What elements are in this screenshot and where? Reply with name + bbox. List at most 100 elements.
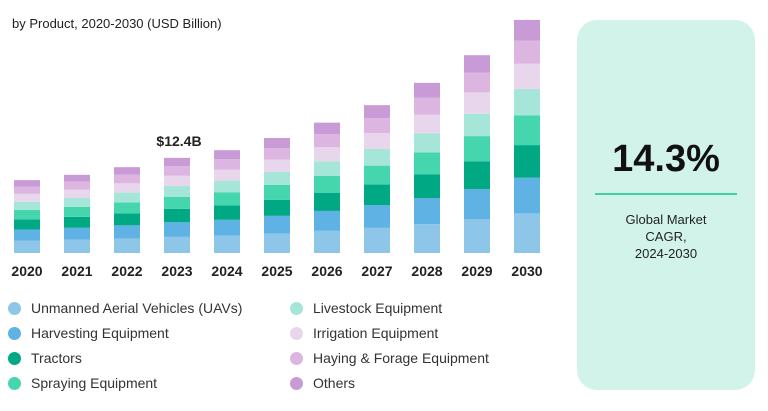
bar-segment: [464, 55, 490, 73]
bar-segment: [164, 186, 190, 197]
bar-segment: [164, 222, 190, 237]
bar-segment: [64, 197, 90, 207]
chart-subtitle: by Product, 2020-2030 (USD Billion): [12, 16, 222, 31]
bar-segment: [514, 145, 540, 178]
legend-item: Haying & Forage Equipment: [290, 350, 489, 366]
bar-segment: [364, 118, 390, 133]
bar-segment: [514, 40, 540, 64]
legend-swatch-icon: [8, 351, 21, 365]
bar-segment: [264, 137, 290, 149]
cagr-label-line: CAGR,: [645, 229, 687, 244]
bar-segment: [264, 215, 290, 234]
bar-segment: [264, 148, 290, 160]
bar-segment: [214, 192, 240, 206]
bar-segment: [314, 175, 340, 193]
bar-segment: [264, 159, 290, 172]
bar-segment: [364, 105, 390, 119]
bar-segment: [364, 148, 390, 166]
bar-segment: [214, 219, 240, 236]
legend-label: Tractors: [31, 350, 82, 366]
x-tick-label: 2029: [461, 263, 492, 279]
bar-segment: [214, 205, 240, 220]
bar-segment: [514, 19, 540, 41]
bar-segment: [264, 171, 290, 186]
bar-segment: [164, 236, 190, 253]
x-tick-label: 2022: [111, 263, 142, 279]
bar-segment: [364, 205, 390, 228]
bar-segment: [164, 196, 190, 209]
bar-segment: [164, 208, 190, 223]
bar-segment: [214, 169, 240, 181]
bar-segment: [514, 88, 540, 116]
bar-segment: [364, 227, 390, 253]
x-tick-label: 2023: [161, 263, 192, 279]
bar-segment: [414, 82, 440, 98]
bar-segment: [64, 227, 90, 240]
bar-segment: [114, 167, 140, 175]
bar-segment: [14, 201, 40, 210]
bar-segment: [114, 225, 140, 239]
bar-segment: [214, 150, 240, 160]
data-label: $12.4B: [156, 133, 201, 149]
cagr-label-line: 2024-2030: [634, 246, 698, 261]
legend-swatch-icon: [290, 376, 303, 390]
cagr-divider: [595, 193, 737, 195]
bar-segment: [164, 157, 190, 167]
bar-segment: [64, 189, 90, 198]
cagr-panel: 14.3% Global Market CAGR, 2024-2030: [577, 20, 755, 390]
legend-label: Others: [313, 375, 356, 391]
bar-segment: [14, 219, 40, 230]
bar-segment: [64, 181, 90, 190]
legend-item: Unmanned Aerial Vehicles (UAVs): [8, 300, 242, 316]
bar-segment: [464, 113, 490, 137]
bar-segment: [14, 193, 40, 202]
bar-segment: [114, 238, 140, 253]
legend-swatch-icon: [290, 351, 303, 365]
bar-segment: [114, 183, 140, 193]
bar-segment: [14, 240, 40, 253]
bar-segment: [464, 161, 490, 190]
bar-segment: [364, 165, 390, 185]
stacked-bar-chart: 2020 2021 2022 2023 $12.4B 2024 2025 2026 2027 20…: [11, 19, 543, 279]
bar-segment: [464, 92, 490, 114]
bar-segment: [264, 199, 290, 216]
bar-segment: [514, 63, 540, 89]
bar-segment: [464, 136, 490, 162]
bar-segment: [364, 184, 390, 206]
bar-segment: [414, 224, 440, 253]
bar-segment: [314, 161, 340, 176]
bar-segment: [414, 114, 440, 134]
bar-segment: [514, 115, 540, 146]
bar-segment: [64, 206, 90, 217]
x-tick-label: 2021: [61, 263, 92, 279]
bar-segment: [64, 239, 90, 253]
legend-label: Irrigation Equipment: [313, 325, 439, 341]
bar-segment: [214, 235, 240, 253]
bar-segment: [514, 213, 540, 253]
bar-segment: [314, 210, 340, 231]
legend-label: Harvesting Equipment: [31, 325, 169, 341]
bar-segment: [314, 147, 340, 162]
bar-segment: [164, 166, 190, 176]
bar-segment: [214, 159, 240, 170]
bar-segment: [314, 134, 340, 148]
legend-swatch-icon: [290, 301, 303, 315]
legend-label: Spraying Equipment: [31, 375, 158, 391]
cagr-label: Global Market CAGR, 2024-2030: [577, 211, 755, 262]
bar-segment: [114, 213, 140, 226]
legend-swatch-icon: [290, 326, 303, 340]
bar-segment: [414, 152, 440, 175]
cagr-value: 14.3%: [612, 138, 720, 180]
bar-segment: [164, 175, 190, 187]
bar-segment: [64, 174, 90, 182]
bar-segment: [14, 186, 40, 194]
legend-item: Others: [290, 375, 355, 391]
bar-segment: [414, 198, 440, 225]
legend-label: Unmanned Aerial Vehicles (UAVs): [31, 300, 243, 316]
x-tick-label: 2020: [11, 263, 42, 279]
x-tick-label: 2027: [361, 263, 392, 279]
bar-segment: [464, 189, 490, 220]
bar-segment: [464, 219, 490, 253]
bar-segment: [114, 202, 140, 214]
x-tick-label: 2025: [261, 263, 292, 279]
